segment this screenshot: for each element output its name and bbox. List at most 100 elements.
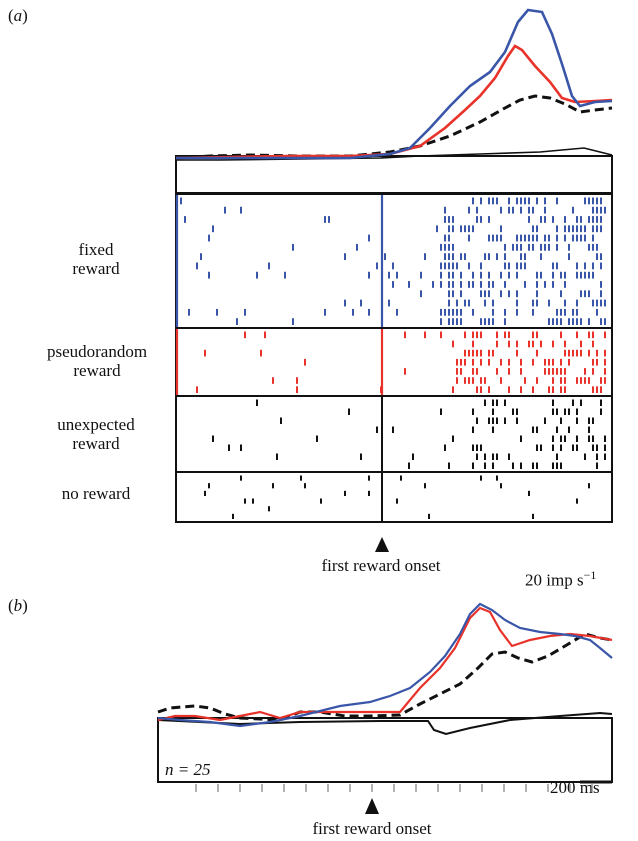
raster-spike: [544, 243, 546, 251]
raster-spike: [228, 444, 230, 451]
raster-spike: [588, 331, 590, 339]
raster-spike: [468, 377, 470, 384]
raster-spike: [480, 331, 482, 339]
raster-spike: [472, 308, 474, 316]
raster-spike: [492, 308, 494, 316]
raster-spike: [536, 197, 538, 205]
raster-spike: [452, 435, 454, 442]
raster-spike: [472, 368, 474, 375]
raster-spike: [456, 318, 458, 325]
raster-spike: [564, 271, 566, 279]
raster-spike: [568, 408, 570, 415]
raster-spike: [580, 290, 582, 298]
raster-spike: [448, 308, 450, 316]
raster-spike: [532, 331, 534, 339]
raster-spike: [464, 253, 466, 260]
raster-spike: [452, 253, 454, 260]
raster-spike: [484, 299, 486, 307]
raster-spike: [460, 308, 462, 316]
row-label-pseudorandom-reward: pseudorandom reward: [46, 342, 148, 380]
raster-spike: [400, 475, 402, 481]
raster-spike: [472, 426, 474, 433]
raster-spike: [224, 206, 226, 214]
raster-spike: [532, 206, 534, 214]
raster-spike: [556, 197, 558, 205]
raster-spike: [444, 444, 446, 451]
raster-spike: [544, 281, 546, 288]
raster-frame-no-reward: [175, 471, 613, 523]
raster-spike: [576, 444, 578, 451]
raster-spike: [532, 234, 534, 242]
raster-spike: [588, 417, 590, 424]
raster-spike: [504, 243, 506, 251]
raster-spike: [604, 453, 606, 460]
raster-spike: [480, 377, 482, 384]
raster-spike: [600, 318, 602, 325]
raster-spike: [588, 318, 590, 325]
raster-spike: [472, 271, 474, 279]
raster-spike: [576, 299, 578, 307]
raster-spike: [520, 358, 522, 366]
raster-spike: [448, 318, 450, 325]
raster-spike: [496, 253, 498, 260]
raster-spike: [580, 349, 582, 357]
raster-spike: [424, 331, 426, 339]
raster-spike: [460, 358, 462, 366]
raster-spike: [528, 340, 530, 348]
raster-spike: [536, 426, 538, 433]
psth-b-no-reward-curve: [157, 711, 613, 736]
raster-spike: [596, 308, 598, 316]
raster-spike: [456, 358, 458, 366]
raster-spike: [596, 453, 598, 460]
raster-spike: [592, 331, 594, 339]
raster-spike: [464, 225, 466, 233]
raster-spike: [580, 216, 582, 223]
raster-spike: [532, 225, 534, 233]
raster-spike: [556, 408, 558, 415]
raster-spike: [500, 234, 502, 242]
raster-spike: [240, 206, 242, 214]
raster-spike: [536, 331, 538, 339]
raster-spike: [496, 475, 498, 481]
raster-spike: [532, 308, 534, 316]
raster-spike: [396, 308, 398, 316]
raster-spike: [556, 368, 558, 375]
raster-spikes: [180, 197, 606, 519]
raster-spike: [560, 358, 562, 366]
raster-spike: [604, 377, 606, 384]
raster-spike: [472, 225, 474, 233]
raster-spike: [536, 290, 538, 298]
raster-spike: [516, 408, 518, 415]
raster-spike: [448, 290, 450, 298]
raster-spike: [476, 349, 478, 357]
raster-spike: [460, 318, 462, 325]
raster-spike: [448, 281, 450, 288]
raster-spike: [464, 358, 466, 366]
raster-spike: [448, 271, 450, 279]
raster-spike: [556, 308, 558, 316]
raster-spike: [548, 368, 550, 375]
raster-spike: [592, 262, 594, 270]
raster-spike: [344, 299, 346, 307]
raster-spike: [544, 206, 546, 214]
raster-spike: [368, 308, 370, 316]
raster-spike: [272, 377, 274, 384]
raster-spike: [244, 308, 246, 316]
raster-spike: [200, 253, 202, 260]
raster-spike: [604, 299, 606, 307]
raster-spike: [476, 216, 478, 223]
raster-spike: [188, 308, 190, 316]
raster-spike: [536, 444, 538, 451]
raster-spike: [588, 271, 590, 279]
raster-spike: [420, 271, 422, 279]
raster-spike: [456, 262, 458, 270]
raster-spike: [516, 349, 518, 357]
raster-spike: [600, 399, 602, 406]
raster-spike: [576, 377, 578, 384]
raster-spike: [592, 444, 594, 451]
raster-spike: [452, 386, 454, 393]
raster-spike: [444, 216, 446, 223]
raster-spike: [520, 243, 522, 251]
raster-spike: [508, 290, 510, 298]
raster-spike: [544, 197, 546, 205]
